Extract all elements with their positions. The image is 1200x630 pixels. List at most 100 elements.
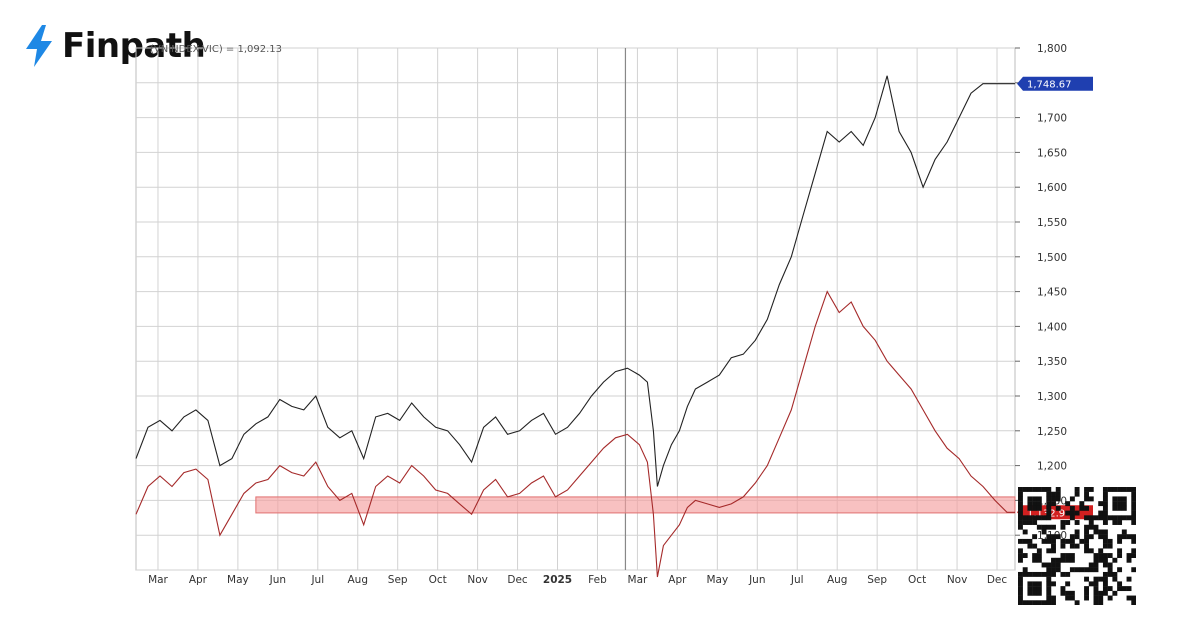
qr-module bbox=[1102, 529, 1108, 535]
qr-module bbox=[1121, 505, 1127, 511]
qr-module bbox=[1093, 586, 1099, 592]
qr-module bbox=[1046, 571, 1052, 577]
qr-module bbox=[1018, 571, 1023, 577]
qr-module bbox=[1032, 534, 1038, 540]
qr-module bbox=[1018, 491, 1023, 497]
qr-module bbox=[1074, 491, 1080, 497]
qr-module bbox=[1065, 571, 1071, 577]
qr-module bbox=[1074, 529, 1080, 535]
qr-module bbox=[1084, 524, 1089, 530]
qr-module bbox=[1041, 515, 1047, 521]
qr-module bbox=[1018, 581, 1023, 587]
qr-module bbox=[1027, 590, 1033, 596]
y-tick-label: 1,400 bbox=[1037, 321, 1067, 333]
qr-module bbox=[1088, 520, 1094, 525]
qr-module bbox=[1018, 515, 1023, 521]
x-tick-label: Jun bbox=[269, 574, 286, 586]
qr-module bbox=[1102, 553, 1108, 558]
y-tick-label: 1,500 bbox=[1037, 252, 1067, 264]
qr-module bbox=[1065, 557, 1071, 563]
qr-module bbox=[1102, 571, 1108, 577]
qr-module bbox=[1036, 487, 1042, 492]
x-tick-label: Jun bbox=[748, 574, 765, 586]
y-tick-label: 1,350 bbox=[1037, 356, 1067, 368]
qr-module bbox=[1065, 590, 1071, 596]
x-tick-label: Apr bbox=[668, 574, 687, 586]
qr-module bbox=[1046, 510, 1052, 516]
qr-module bbox=[1098, 534, 1104, 540]
qr-module bbox=[1027, 496, 1033, 502]
qr-module bbox=[1051, 534, 1056, 540]
qr-module bbox=[1051, 548, 1056, 554]
qr-module bbox=[1074, 487, 1080, 492]
qr-module bbox=[1051, 557, 1056, 563]
qr-module bbox=[1046, 595, 1052, 601]
qr-module bbox=[1131, 510, 1136, 516]
qr-module bbox=[1060, 586, 1066, 592]
brand-name: Finpath bbox=[62, 26, 206, 66]
qr-module bbox=[1131, 600, 1136, 605]
qr-module bbox=[1018, 600, 1023, 605]
y-tick-label: 1,600 bbox=[1037, 182, 1067, 194]
qr-module bbox=[1036, 515, 1042, 521]
y-tick-label: 1,300 bbox=[1037, 391, 1067, 403]
qr-module bbox=[1093, 557, 1099, 563]
qr-module bbox=[1098, 595, 1104, 601]
qr-module bbox=[1131, 567, 1136, 573]
qr-module bbox=[1055, 491, 1061, 497]
qr-module bbox=[1084, 496, 1089, 502]
last-value-label-red-text: 1,132.9 bbox=[1027, 508, 1065, 519]
qr-module bbox=[1022, 538, 1028, 544]
qr-module bbox=[1055, 567, 1061, 573]
qr-module bbox=[1018, 487, 1023, 492]
qr-module bbox=[1018, 524, 1023, 530]
qr-module bbox=[1084, 590, 1089, 596]
qr-module bbox=[1107, 487, 1113, 492]
qr-module bbox=[1121, 487, 1127, 492]
qr-module bbox=[1065, 553, 1071, 558]
y-tick-label: 1,450 bbox=[1037, 287, 1067, 299]
qr-module bbox=[1041, 538, 1047, 544]
qr-module bbox=[1112, 557, 1118, 563]
y-tick-label: 1,250 bbox=[1037, 426, 1067, 438]
qr-module bbox=[1018, 538, 1023, 544]
qr-module bbox=[1093, 581, 1099, 587]
qr-module bbox=[1102, 586, 1108, 592]
qr-module bbox=[1046, 600, 1052, 605]
qr-module bbox=[1046, 586, 1052, 592]
qr-module bbox=[1117, 515, 1123, 521]
qr-module bbox=[1126, 534, 1132, 540]
qr-module bbox=[1065, 538, 1071, 544]
qr-module bbox=[1046, 567, 1052, 573]
qr-module bbox=[1093, 595, 1099, 601]
qr-module bbox=[1117, 487, 1123, 492]
last-value-label-black: 1,748.67 bbox=[1017, 76, 1093, 91]
qr-module bbox=[1032, 505, 1038, 511]
qr-module bbox=[1112, 515, 1118, 521]
qr-module bbox=[1060, 524, 1066, 530]
qr-module bbox=[1069, 595, 1075, 601]
qr-module bbox=[1112, 520, 1118, 525]
qr-module bbox=[1093, 529, 1099, 535]
qr-module bbox=[1036, 600, 1042, 605]
qr-module bbox=[1079, 501, 1085, 507]
qr-module bbox=[1117, 586, 1123, 592]
qr-module bbox=[1121, 501, 1127, 507]
qr-module bbox=[1060, 538, 1066, 544]
qr-module bbox=[1084, 543, 1089, 549]
qr-module bbox=[1046, 548, 1052, 554]
qr-module bbox=[1074, 510, 1080, 516]
qr-module bbox=[1032, 590, 1038, 596]
qr-module bbox=[1032, 557, 1038, 563]
qr-module bbox=[1102, 581, 1108, 587]
qr-module bbox=[1131, 487, 1136, 492]
qr-module bbox=[1018, 586, 1023, 592]
qr-module bbox=[1102, 543, 1108, 549]
qr-module bbox=[1055, 487, 1061, 492]
x-tick-label: Aug bbox=[827, 574, 848, 586]
qr-module bbox=[1046, 562, 1052, 568]
qr-module bbox=[1084, 538, 1089, 544]
qr-module bbox=[1102, 534, 1108, 540]
qr-module bbox=[1032, 496, 1038, 502]
qr-module bbox=[1027, 538, 1033, 544]
